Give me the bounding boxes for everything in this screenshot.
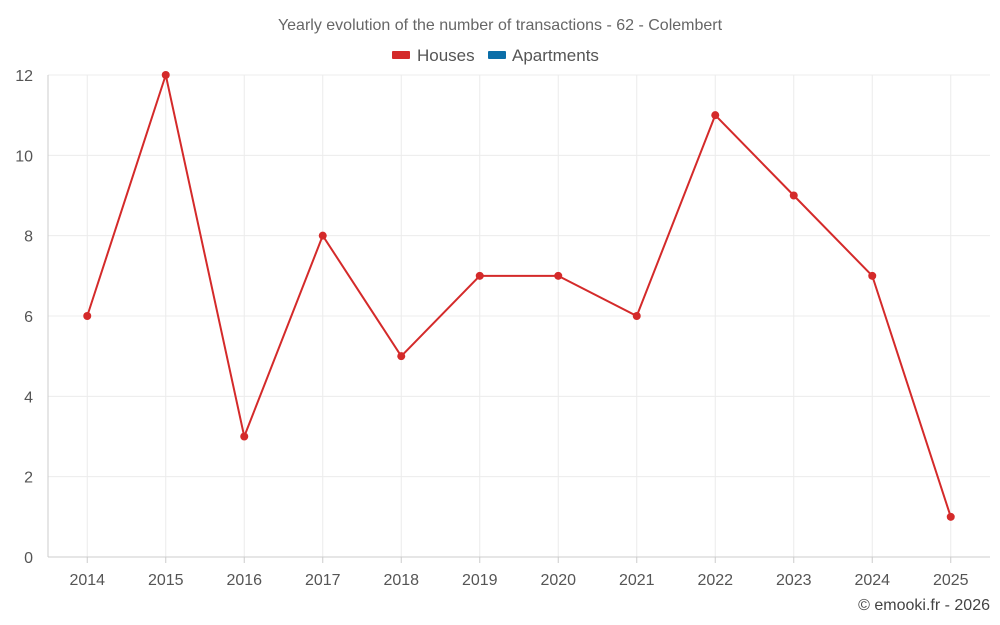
- data-point-houses-2016[interactable]: [240, 432, 249, 441]
- data-point-houses-2024[interactable]: [868, 271, 877, 280]
- x-tick-label: 2017: [305, 572, 341, 589]
- legend: Houses Apartments: [392, 46, 599, 65]
- axes: [47, 75, 990, 563]
- data-point-houses-2023[interactable]: [789, 191, 798, 200]
- x-tick-label: 2018: [383, 572, 419, 589]
- x-tick-label: 2022: [697, 572, 733, 589]
- x-tick-label: 2016: [226, 572, 262, 589]
- data-point-houses-2020[interactable]: [554, 271, 563, 280]
- data-point-houses-2015[interactable]: [161, 71, 170, 79]
- data-point-houses-2014[interactable]: [83, 312, 92, 320]
- grid: [48, 74, 990, 557]
- x-tick-labels: 2014 2015 2016 2017 2018 2019 2020 2021 2022 2023…: [69, 572, 968, 589]
- copyright-credit: © emooki.fr - 2026: [858, 597, 990, 614]
- data-point-houses-2018[interactable]: [397, 352, 406, 361]
- x-tick-label: 2021: [619, 572, 655, 589]
- x-tick-label: 2020: [540, 572, 576, 589]
- legend-label-apartments[interactable]: Apartments: [512, 46, 599, 65]
- x-tick-label: 2014: [69, 572, 105, 589]
- chart-title: Yearly evolution of the number of transa…: [278, 17, 723, 34]
- series-houses: [83, 71, 955, 521]
- y-tick-label: 4: [24, 389, 33, 406]
- y-tick-label: 8: [24, 229, 33, 246]
- series-line-houses: [86, 74, 952, 518]
- x-tick-label: 2015: [148, 572, 184, 589]
- data-point-houses-2022[interactable]: [711, 111, 720, 120]
- y-tick-label: 6: [24, 309, 33, 326]
- x-tick-label: 2024: [854, 572, 890, 589]
- y-tick-label: 0: [24, 550, 33, 567]
- data-point-houses-2025[interactable]: [946, 512, 955, 521]
- legend-label-houses[interactable]: Houses: [417, 46, 475, 65]
- x-tick-label: 2025: [933, 572, 969, 589]
- legend-swatch-apartments: [488, 51, 506, 59]
- data-point-houses-2017[interactable]: [318, 231, 327, 240]
- y-tick-label: 2: [24, 470, 33, 487]
- x-tick-label: 2023: [776, 572, 812, 589]
- y-tick-label: 10: [15, 148, 33, 165]
- data-point-houses-2021[interactable]: [632, 312, 641, 320]
- data-point-houses-2019[interactable]: [475, 271, 484, 280]
- y-tick-labels: 0 2 4 6 8 10 12: [15, 68, 33, 567]
- x-tick-label: 2019: [462, 572, 498, 589]
- y-tick-label: 12: [15, 68, 33, 85]
- legend-swatch-houses: [392, 51, 410, 59]
